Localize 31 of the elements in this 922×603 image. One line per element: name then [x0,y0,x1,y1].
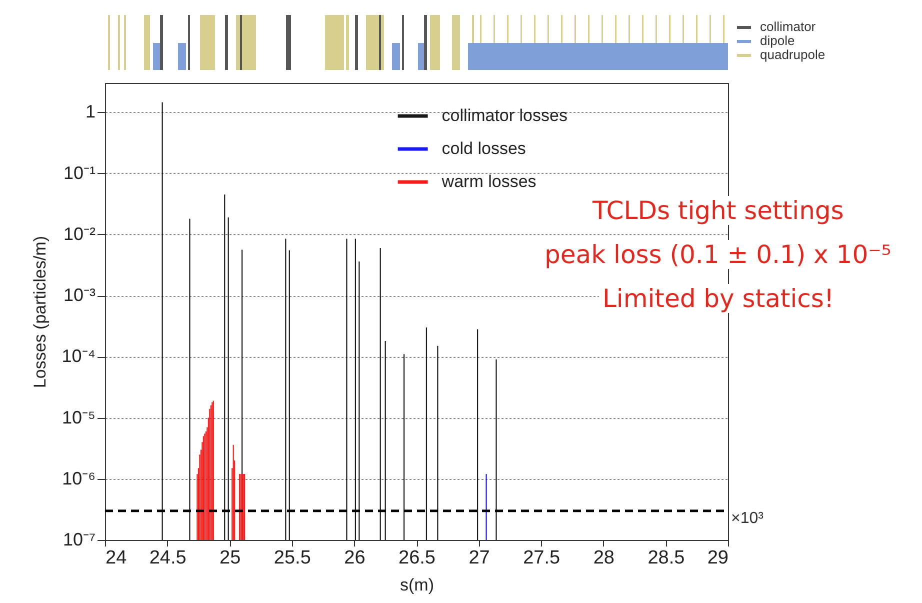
text: quadrupole [760,47,826,62]
x-tick-label: 24 [106,548,128,568]
y-tick-label: 10⁻¹ [63,162,96,183]
x-tick-label: 28 [593,548,614,568]
y-tick-label: 10⁻² [63,224,96,244]
y-tick-label: 10⁻⁵ [62,407,96,428]
x-tick-label: 28.5 [648,548,685,568]
legend-label: warm losses [440,172,536,191]
annotation: Limited by statics! [598,284,838,313]
x-tick-label: 25 [220,548,241,568]
text: dipole [760,33,795,48]
x-tick-label: 24.5 [149,548,186,568]
legend-label: collimator losses [442,106,568,125]
text: collimator [760,19,816,34]
x-tick-label: 27 [468,548,490,568]
y-tick-label: 10⁻⁶ [62,468,96,488]
y-tick-label: 10⁻⁷ [62,530,96,550]
text: ×10³ [731,510,764,528]
y-tick-label: 10⁻⁴ [62,346,96,366]
x-tick-label: 25.5 [274,548,311,568]
x-tick-label: 26 [344,548,366,568]
x-tick-label: 27.5 [523,548,560,568]
y-tick-label: 10⁻³ [63,285,96,306]
y-tick-label: 1 [85,102,96,122]
annotation: TCLDs tight settings [588,196,848,225]
x-tick-label: 26.5 [398,548,436,568]
y-axis-title: Losses (particles/m) [30,236,50,388]
x-axis-title: s(m) [400,576,434,594]
x-tick-label: 29 [707,548,728,568]
legend-label: cold losses [442,139,526,158]
annotation: peak loss (0.1 ± 0.1) x 10⁻⁵ [540,240,896,269]
